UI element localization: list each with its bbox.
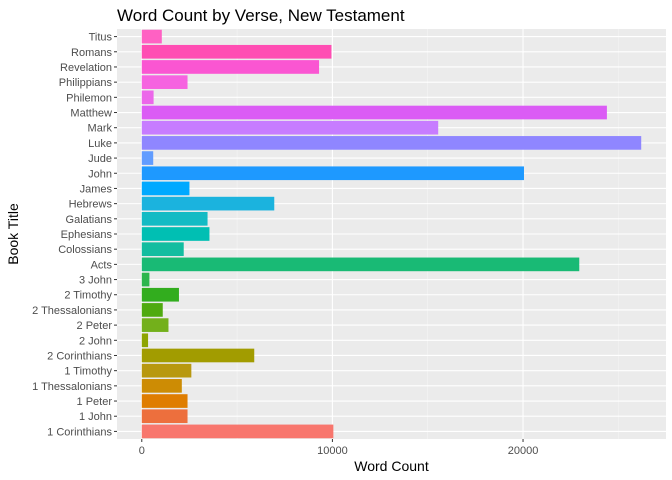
bar <box>141 303 163 317</box>
bar <box>141 60 320 74</box>
y-tick-label: Hebrews <box>69 199 113 211</box>
y-tick-label: Titus <box>89 32 113 44</box>
bar <box>141 227 210 241</box>
bar <box>141 44 332 59</box>
x-tick-label: 20000 <box>508 445 539 457</box>
y-tick-label: John <box>88 168 112 180</box>
bar <box>141 196 275 211</box>
bar <box>141 348 255 363</box>
y-tick-label: 1 Timothy <box>64 366 112 378</box>
bar <box>141 151 154 165</box>
y-tick-label: Acts <box>91 259 113 271</box>
bar <box>141 120 439 135</box>
y-tick-label: 2 Thessalonians <box>32 305 112 317</box>
bar <box>141 136 642 150</box>
bar <box>141 90 154 105</box>
bar <box>141 242 184 257</box>
bar <box>141 105 607 120</box>
y-tick-label: 1 John <box>79 411 112 423</box>
x-tick-label: 10000 <box>317 445 348 457</box>
y-tick-label: Philemon <box>66 92 112 104</box>
bars <box>141 29 642 439</box>
bar <box>141 409 188 424</box>
bar <box>141 394 188 408</box>
y-tick-label: Colossians <box>58 244 112 256</box>
bar <box>141 379 182 393</box>
y-tick-label: 1 Corinthians <box>47 426 112 438</box>
y-tick-label: Ephesians <box>61 229 113 241</box>
bar <box>141 333 149 348</box>
y-tick-label: Revelation <box>60 62 112 74</box>
bar <box>141 318 169 332</box>
bar <box>141 257 580 272</box>
y-tick-label: 2 Timothy <box>64 290 112 302</box>
bar <box>141 75 188 89</box>
chart-title: Word Count by Verse, New Testament <box>117 6 405 25</box>
y-tick-label: 2 Corinthians <box>47 350 112 362</box>
y-tick-label: 2 Peter <box>77 320 113 332</box>
y-tick-label: 1 Thessalonians <box>32 381 112 393</box>
y-tick-label: James <box>80 183 113 195</box>
bar <box>141 211 208 226</box>
y-tick-label: 1 Peter <box>77 396 113 408</box>
bar <box>141 29 162 44</box>
y-tick-label: Luke <box>88 138 112 150</box>
y-tick-label: Romans <box>71 47 112 59</box>
y-axis-ticks: Titus Romans Revelation Philippians Philemon… <box>32 32 117 438</box>
bar <box>141 181 190 196</box>
bar <box>141 272 150 287</box>
bar <box>141 424 334 439</box>
y-tick-label: Jude <box>88 153 112 165</box>
x-tick-label: 0 <box>139 445 145 457</box>
y-tick-label: Galatians <box>66 214 113 226</box>
x-axis-title: Word Count <box>354 458 429 474</box>
y-tick-label: 3 John <box>79 275 112 287</box>
bar <box>141 363 192 378</box>
bar <box>141 287 179 302</box>
y-axis-title: Book Title <box>5 203 21 265</box>
bar <box>141 166 524 181</box>
y-tick-label: Mark <box>88 123 113 135</box>
y-tick-label: Matthew <box>70 108 112 120</box>
x-axis-ticks: 0 10000 20000 <box>139 439 539 457</box>
y-tick-label: Philippians <box>59 77 113 89</box>
y-tick-label: 2 John <box>79 335 112 347</box>
